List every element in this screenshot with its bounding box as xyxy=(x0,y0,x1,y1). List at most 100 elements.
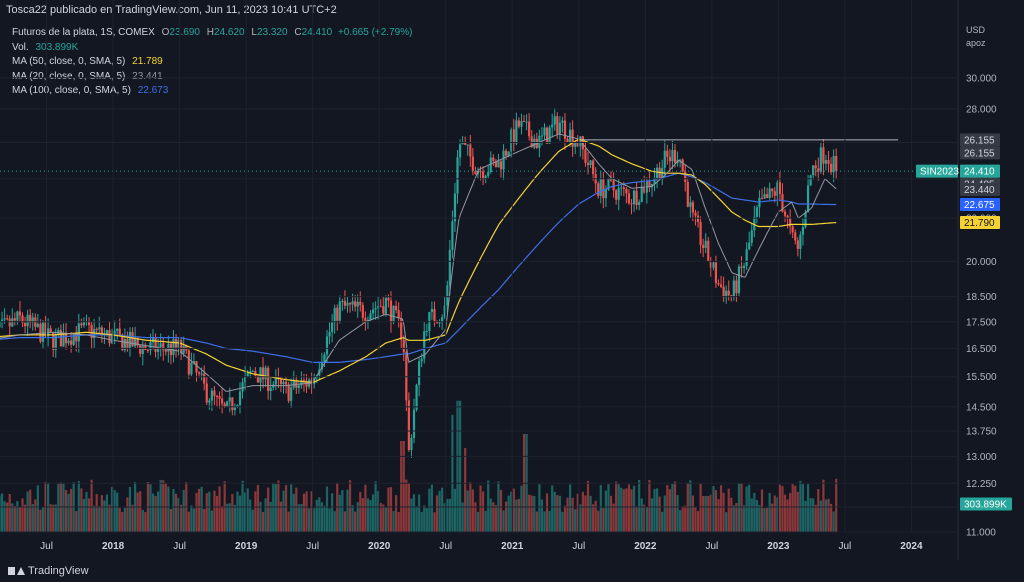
volume-bar xyxy=(205,493,208,532)
time-axis[interactable]: Jul 2018 Jul 2019 Jul 2020 Jul 2021 Jul 2022 Jul 20… xyxy=(40,0,923,552)
candle-body xyxy=(620,187,623,189)
candle-body xyxy=(494,160,497,168)
time-tick-label: 2024 xyxy=(900,541,923,552)
volume-bar xyxy=(755,499,758,532)
candle-body xyxy=(681,159,684,172)
low-value: 23.320 xyxy=(256,27,288,38)
candle-body xyxy=(643,186,646,193)
volume-bar xyxy=(356,502,359,532)
volume-bar xyxy=(233,504,236,532)
volume-bar xyxy=(346,489,349,532)
candle-body xyxy=(438,321,441,324)
candle-body xyxy=(602,178,605,199)
candle-body xyxy=(21,315,24,323)
tradingview-logo[interactable]: TradingView xyxy=(8,565,89,577)
volume-bar xyxy=(305,491,308,532)
candle-body xyxy=(574,142,577,147)
price-label: 22.675 xyxy=(964,200,995,211)
candle-body xyxy=(80,323,83,326)
time-tick-label: Jul xyxy=(839,541,852,552)
candle-body xyxy=(599,178,602,196)
candle-body xyxy=(377,306,380,309)
price-axis[interactable]: 30.00028.00026.00024.00022.00020.00018.5… xyxy=(0,73,997,539)
candle-body xyxy=(16,311,19,321)
candle-body xyxy=(510,129,513,152)
volume-bar xyxy=(343,511,347,532)
volume-bar xyxy=(448,498,451,532)
candle-body xyxy=(418,361,421,385)
candle-body xyxy=(354,301,357,307)
volume-bar xyxy=(602,507,605,532)
candle-body xyxy=(658,167,661,180)
volume-bar xyxy=(632,485,636,532)
candle-body xyxy=(520,121,523,127)
volume-bar xyxy=(492,502,495,532)
volume-bar xyxy=(274,483,277,532)
volume-bar xyxy=(551,485,554,532)
candle-body xyxy=(328,332,331,337)
candle-body xyxy=(116,328,119,331)
price-chart[interactable]: 30.00028.00026.00024.00022.00020.00018.5… xyxy=(0,0,1024,560)
legend-ma20-row[interactable]: MA (20, close, 0, SMA, 5) 23.441 xyxy=(12,70,412,85)
volume-bar xyxy=(49,504,52,532)
volume-bar xyxy=(200,486,203,532)
candle-body xyxy=(182,345,185,354)
candle-body xyxy=(586,162,590,165)
candle-body xyxy=(663,150,666,168)
candle-body xyxy=(545,127,549,144)
legend-ohlc-row[interactable]: Futuros de la plata, 1S, COMEX O23.690 H… xyxy=(12,26,412,41)
price-tick-label: 16.500 xyxy=(966,344,997,355)
candle-body xyxy=(369,313,372,321)
volume-bar xyxy=(553,491,556,532)
candle-body xyxy=(200,373,203,375)
volume-bar xyxy=(36,485,39,532)
volume-bar xyxy=(832,511,835,532)
volume-bar xyxy=(535,511,538,532)
candle-body xyxy=(699,222,702,245)
volume-bar xyxy=(786,499,789,532)
volume-bar xyxy=(817,489,820,532)
publisher-text: Tosca22 publicado en TradingView.com, Ju… xyxy=(6,4,337,16)
volume-bar xyxy=(612,503,615,532)
volume-bar xyxy=(82,499,86,532)
volume-bar xyxy=(691,495,695,532)
volume-bar xyxy=(794,485,797,532)
currency-block[interactable]: USD apoz xyxy=(966,24,986,50)
candle-body xyxy=(233,407,236,410)
volume-bar xyxy=(643,504,646,532)
volume-bar xyxy=(228,503,231,532)
legend-ma50-row[interactable]: MA (50, close, 0, SMA, 5) 21.789 xyxy=(12,55,412,70)
candle-body xyxy=(151,338,155,343)
volume-bar xyxy=(666,485,669,532)
volume-bar xyxy=(558,495,561,532)
candle-body xyxy=(517,120,521,127)
candle-body xyxy=(384,297,387,314)
volume-bar xyxy=(543,511,546,532)
volume-bar xyxy=(67,493,70,532)
volume-bar xyxy=(712,486,715,532)
volume-bar xyxy=(679,510,682,532)
candle-body xyxy=(100,327,103,336)
close-value: 24.410 xyxy=(301,27,333,38)
legend-volume-row[interactable]: Vol. 303.899K xyxy=(12,41,412,56)
candle-body xyxy=(90,325,93,339)
candle-body xyxy=(812,165,815,176)
price-label: 26.155 xyxy=(964,148,995,159)
volume-bar xyxy=(123,507,126,532)
candle-body xyxy=(612,180,615,191)
volume-bar xyxy=(54,504,57,532)
volume-bar xyxy=(26,491,29,532)
volume-bar xyxy=(412,494,416,532)
volume-bar xyxy=(415,506,418,532)
candle-body xyxy=(522,121,526,123)
candle-body xyxy=(131,332,134,347)
volume-bar xyxy=(538,484,541,532)
candle-body xyxy=(783,211,787,216)
volume-bar xyxy=(530,495,533,532)
candle-body xyxy=(609,178,613,181)
candle-body xyxy=(126,339,129,350)
open-value: 23.690 xyxy=(169,27,200,38)
legend-ma100-row[interactable]: MA (100, close, 0, SMA, 5) 22.673 xyxy=(12,84,412,99)
volume-bar xyxy=(246,488,249,532)
time-tick-label: Jul xyxy=(306,541,319,552)
